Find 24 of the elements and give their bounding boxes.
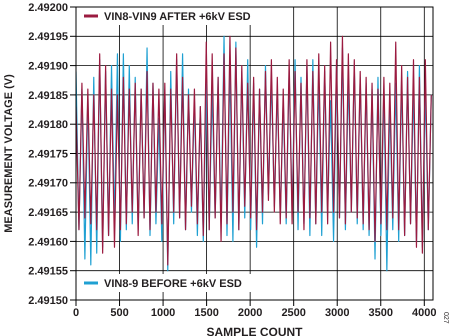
y-tick-label: 2.49160	[28, 236, 68, 248]
x-tick-label: 500	[110, 306, 129, 319]
legend-label: VIN8-VIN9 AFTER +6kV ESD	[104, 11, 251, 23]
y-tick-label: 2.49170	[28, 178, 68, 190]
x-tick-label: 3500	[368, 306, 393, 319]
x-tick-label: 2500	[281, 306, 306, 319]
x-axis-title: SAMPLE COUNT	[206, 325, 304, 336]
y-tick-label: 2.49165	[28, 207, 68, 220]
y-tick-label: 2.49190	[28, 60, 68, 73]
x-tick-label: 0	[72, 306, 80, 319]
y-tick-label: 2.49185	[28, 90, 68, 102]
y-tick-label: 2.49200	[28, 2, 68, 14]
legend-label: VIN8-9 BEFORE +6kV ESD	[104, 278, 242, 290]
x-tick-label: 2000	[238, 306, 262, 319]
y-tick-label: 2.49175	[28, 148, 68, 160]
y-tick-label: 2.49195	[28, 31, 68, 44]
x-tick-label: 1000	[150, 306, 176, 319]
y-axis-title: MEASUREMENT VOLTAGE (V)	[2, 74, 15, 233]
y-tick-label: 2.49155	[28, 266, 68, 278]
x-tick-label: 3000	[324, 306, 350, 319]
y-tick-label: 2.49180	[28, 119, 68, 132]
y-tick-label: 2.49150	[28, 294, 68, 307]
x-tick-label: 1500	[194, 306, 219, 319]
x-tick-label: 4000	[412, 306, 437, 319]
